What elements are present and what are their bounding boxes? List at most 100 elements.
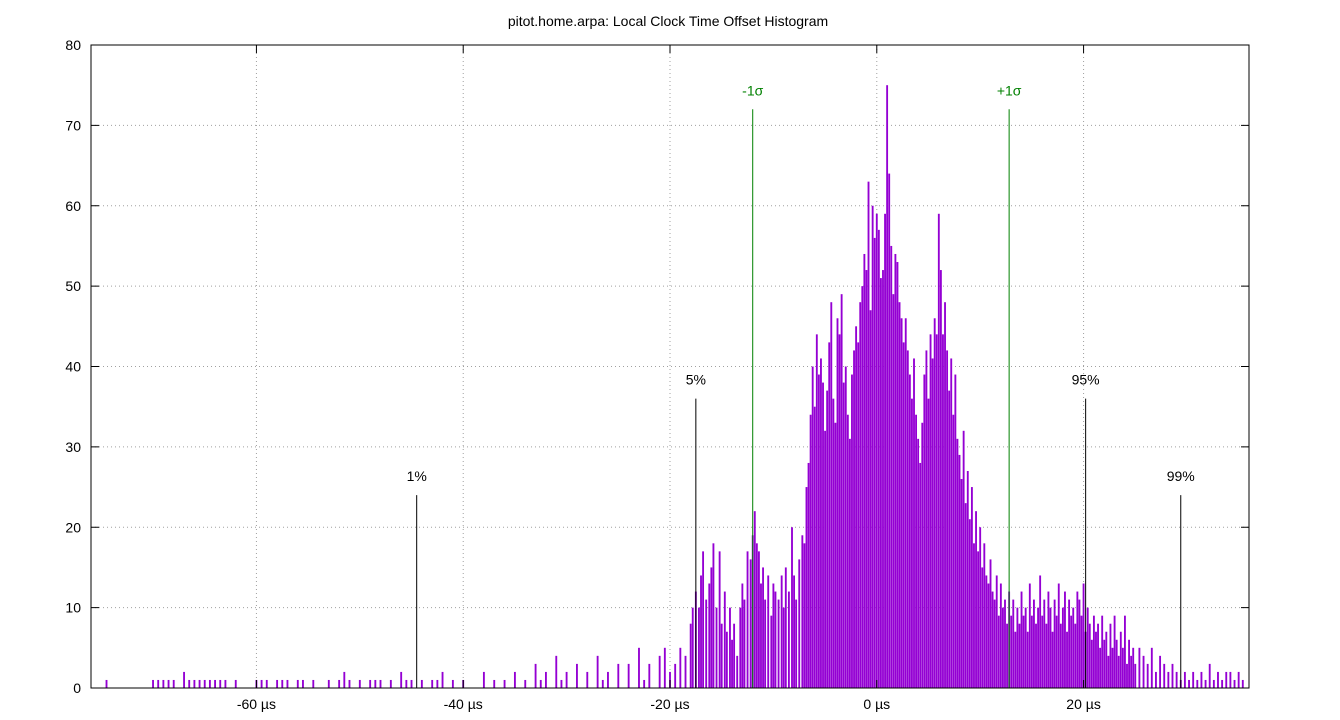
histogram-bar [892,294,895,688]
x-axis-ticks: -60 µs -40 µs -20 µs 0 µs 20 µs [237,45,1101,712]
histogram-bar [970,487,973,688]
histogram-bar [1051,631,1054,688]
histogram-bar [1233,679,1236,688]
histogram-bar [1068,599,1071,688]
histogram-bar [873,237,876,688]
histogram-bar [302,679,304,688]
marker-label: 1% [407,468,427,484]
histogram-bar [1045,623,1048,688]
histogram-bar [863,253,866,688]
histogram-bar [813,406,816,688]
histogram-bar [1103,639,1106,688]
histogram-bar [1163,663,1166,688]
histogram-bar [801,535,804,688]
histogram-bar [1012,599,1015,688]
marker-label: -1σ [742,82,763,98]
histogram-bar [894,253,897,688]
histogram-bar [1041,615,1044,688]
histogram-bar [1014,631,1017,688]
histogram-bar [791,527,793,688]
histogram-bar [1061,607,1064,688]
histogram-bar [1066,631,1068,688]
histogram-bar [1117,655,1120,688]
histogram-bar [684,655,687,688]
histogram-bar [1026,631,1029,688]
histogram-bar [987,583,990,688]
histogram-bar [338,679,341,688]
histogram-bar [715,607,718,688]
histogram-bar [803,543,806,688]
y-tick-label: 80 [65,37,81,53]
histogram-bar [777,599,780,688]
histogram-bar [842,382,845,688]
histogram-bar [1088,623,1091,688]
histogram-bar [964,503,967,688]
histogram-bar [760,583,762,688]
histogram-bar [374,679,377,688]
histogram-bar [436,679,439,688]
histogram-bar [780,575,783,688]
histogram-bar [1171,663,1174,688]
histogram-bar [718,551,721,688]
histogram-bar [674,663,677,688]
histogram-bar [942,334,944,688]
histogram-bar [183,671,185,688]
histogram-bar [208,679,211,688]
histogram-bar [981,567,984,688]
histogram-bar [712,543,715,688]
histogram-bar [1004,599,1006,688]
histogram-bar [544,671,547,688]
histogram-bar [867,181,870,688]
histogram-bar [966,470,969,688]
histogram-bar [869,310,872,688]
y-tick-label: 70 [65,117,81,133]
chart-title: pitot.home.arpa: Local Clock Time Offset… [508,13,828,29]
histogram-bar [723,591,726,688]
histogram-bar [739,607,742,688]
histogram-bar [746,551,749,688]
histogram-bar [431,679,434,688]
histogram-bar [1212,679,1215,688]
histogram-bar [1099,647,1102,688]
x-tick-label: -20 µs [650,696,689,712]
histogram-bar [956,438,959,688]
histogram-bar [1078,599,1081,688]
histogram-bar [767,575,770,688]
histogram-bar [343,671,346,688]
histogram-bar [1018,623,1021,688]
histogram-bar [296,679,299,688]
histogram-bar [1126,663,1128,688]
histogram-bar [782,607,785,688]
histogram-bar [731,639,733,688]
histogram-bar [753,511,756,688]
histogram-bar [1001,607,1004,688]
y-tick-label: 50 [65,278,81,294]
histogram-bar [917,438,920,688]
histogram-bar [798,559,801,688]
histogram-bar [919,462,922,688]
histogram-bar [1229,671,1232,688]
histogram-bar [886,85,889,688]
y-axis-ticks: 0 10 20 30 40 50 60 70 80 [65,37,1249,696]
histogram-bar [784,567,787,688]
histogram-bar [188,679,191,688]
histogram-bar [1155,671,1157,688]
histogram-bar [539,679,542,688]
marker-label: +1σ [997,82,1022,98]
histogram-bar [720,623,723,688]
histogram-bar [989,559,992,688]
histogram-bar [1132,647,1135,688]
histogram-bar [513,671,516,688]
histogram-bar [1107,655,1110,688]
histogram-bar [977,551,980,688]
histogram-bar [888,173,891,689]
histogram-bar [805,487,808,688]
histogram-bar [389,679,392,688]
histogram-bar [658,655,661,688]
histogram-bar [762,567,764,688]
histogram-bar [935,334,938,688]
histogram-bar [948,390,951,688]
histogram-bar [1049,607,1052,688]
histogram-bar [276,679,279,688]
